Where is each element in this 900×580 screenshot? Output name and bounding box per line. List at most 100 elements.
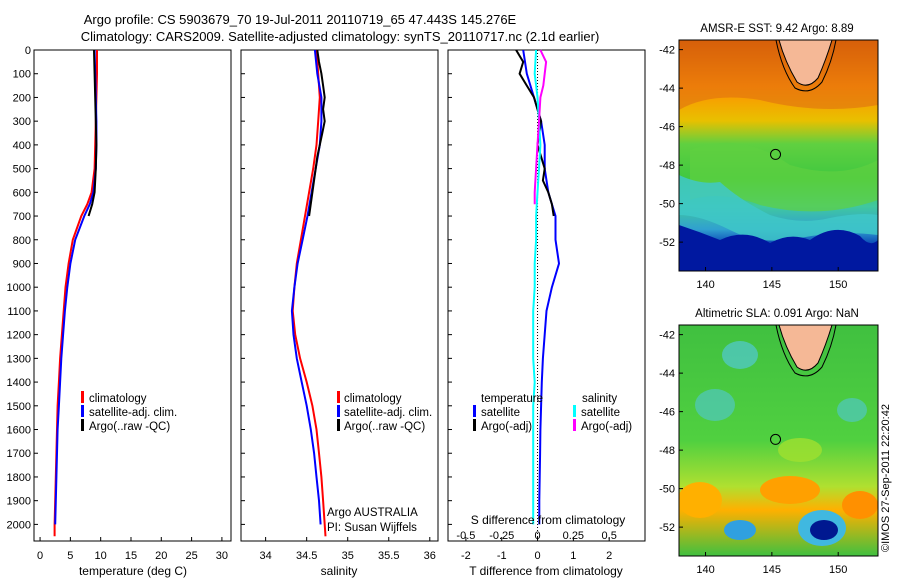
depth-tick-label: 500: [13, 164, 31, 176]
map-y-tick-label: -46: [659, 407, 675, 419]
depth-tick-label: 1500: [7, 401, 31, 413]
map-x-tick-label: 140: [696, 279, 714, 291]
temperature-panel: [33, 49, 232, 542]
x-tick-label: 0: [534, 550, 540, 562]
depth-tick-label: 300: [13, 116, 31, 128]
x-tick-label: -2: [461, 550, 471, 562]
sla-eddy: [760, 476, 820, 504]
x-tick-label: 34.5: [296, 550, 317, 562]
sla-map-title: Altimetric SLA: 0.091 Argo: NaN: [695, 308, 859, 320]
sla-eddy: [810, 520, 838, 540]
sla-contour: [775, 325, 837, 377]
temperature-legend: climatology satellite-adj. clim. Argo(..…: [81, 391, 177, 433]
depth-tick-label: 600: [13, 187, 31, 199]
depth-axis: 0 100 200 300 400 500 600 700 800 900 1000 1100 1200…: [7, 45, 452, 531]
map-y-tick-label: -44: [659, 368, 675, 380]
legend-swatch-s-satellite: [573, 405, 576, 417]
legend-salinity-header: salinity: [582, 393, 617, 405]
float-marker: [770, 148, 782, 160]
map-y-tick-label: -42: [659, 45, 675, 57]
x-tick-label: 2: [606, 550, 612, 562]
map-y-tick-label: -52: [659, 522, 675, 534]
sla-map-frame: [678, 324, 879, 557]
sla-eddy: [695, 389, 735, 421]
x-tick-label: 30: [216, 550, 228, 562]
legend-swatch-argo: [81, 419, 84, 431]
sst-green-tongue: [690, 142, 878, 212]
temperature-chart: 0 5 10 15 20 25 30: [37, 49, 228, 562]
difference-panel: [447, 49, 646, 542]
sla-eddy: [837, 398, 867, 422]
depth-tick-label: 0: [25, 45, 31, 57]
depth-tick-label: 1700: [7, 448, 31, 460]
depth-tick-label: 1400: [7, 377, 31, 389]
x-tick-label: 36: [424, 550, 436, 562]
salinity-annotation-line1: Argo AUSTRALIA: [327, 507, 418, 519]
sst-contour: [775, 40, 837, 92]
sst-island: [778, 40, 833, 86]
map-y-tick-label: -50: [659, 199, 675, 211]
legend-s-satellite: satellite: [581, 407, 620, 419]
depth-tick-label: 900: [13, 258, 31, 270]
depth-tick-label: 400: [13, 140, 31, 152]
x-tick-label: 20: [155, 550, 167, 562]
legend-climatology: climatology: [344, 393, 402, 405]
legend-swatch-climatology: [81, 391, 84, 403]
sla-map: [679, 325, 878, 556]
map-y-tick-label: -50: [659, 484, 675, 496]
legend-t-argo: Argo(-adj): [481, 421, 532, 433]
sst-map-title: AMSR-E SST: 9.42 Argo: 8.89: [700, 23, 853, 35]
s-tick-label: -0.25: [489, 530, 514, 542]
depth-tick-label: 1200: [7, 330, 31, 342]
legend-satellite: satellite-adj. clim.: [89, 407, 177, 419]
legend-argo: Argo(..raw -QC): [89, 421, 170, 433]
salinity-chart: 34 34.5 35 35.5 36: [260, 49, 436, 562]
x-tick-label: 10: [95, 550, 107, 562]
x-tick-label: 5: [67, 550, 73, 562]
float-marker: [770, 433, 782, 445]
map-y-tick-label: -48: [659, 445, 675, 457]
map-x-tick-label: 150: [829, 279, 847, 291]
salinity-legend: climatology satellite-adj. clim. Argo(..…: [337, 391, 432, 433]
depth-tick-label: 1000: [7, 282, 31, 294]
difference-legend: temperature salinity satellite Argo(-adj…: [473, 393, 632, 433]
s-tick-label: 0.5: [602, 530, 617, 542]
temperature-xlabel: temperature (deg C): [79, 564, 187, 578]
depth-tick-label: 2000: [7, 519, 31, 531]
sla-map-axes: 140 145 150 -42 -44 -46 -48 -50 -52: [659, 330, 847, 576]
s-tick-label: -0.5: [456, 530, 475, 542]
map-x-tick-label: 150: [829, 564, 847, 576]
salinity-annotation-line2: PI: Susan Wijffels: [327, 522, 417, 534]
sst-cyan-patch: [679, 175, 878, 241]
s-tick-label: 0.25: [563, 530, 584, 542]
map-y-tick-label: -52: [659, 237, 675, 249]
x-tick-label: -1: [497, 550, 507, 562]
legend-temperature-header: temperature: [481, 393, 543, 405]
legend-swatch-t-satellite: [473, 405, 476, 417]
depth-tick-label: 200: [13, 92, 31, 104]
x-tick-label: 34: [260, 550, 272, 562]
sla-eddy: [724, 520, 756, 540]
imos-stamp: ©IMOS 27-Sep-2011 22:20:42: [880, 404, 892, 552]
depth-tick-label: 1900: [7, 496, 31, 508]
map-y-tick-label: -44: [659, 83, 675, 95]
depth-tick-label: 100: [13, 69, 31, 81]
depth-tick-label: 1100: [7, 306, 31, 318]
series-satellite: [290, 49, 323, 525]
series-climatology: [53, 50, 98, 537]
x-tick-label: 1: [570, 550, 576, 562]
map-x-tick-label: 145: [763, 279, 781, 291]
x-tick-label: 35.5: [378, 550, 399, 562]
sla-field: [679, 325, 878, 556]
x-tick-label: 35: [342, 550, 354, 562]
series-argo: [87, 49, 98, 217]
sla-eddy: [679, 482, 722, 518]
series-s_argo: [533, 49, 548, 205]
legend-swatch-satellite: [337, 405, 340, 417]
legend-swatch-t-argo: [473, 419, 476, 431]
header-line2: Climatology: CARS2009. Satellite-adjuste…: [81, 29, 600, 44]
series-argo: [308, 49, 326, 217]
legend-argo: Argo(..raw -QC): [344, 421, 425, 433]
difference-xlabel: T difference from climatology: [469, 564, 623, 578]
